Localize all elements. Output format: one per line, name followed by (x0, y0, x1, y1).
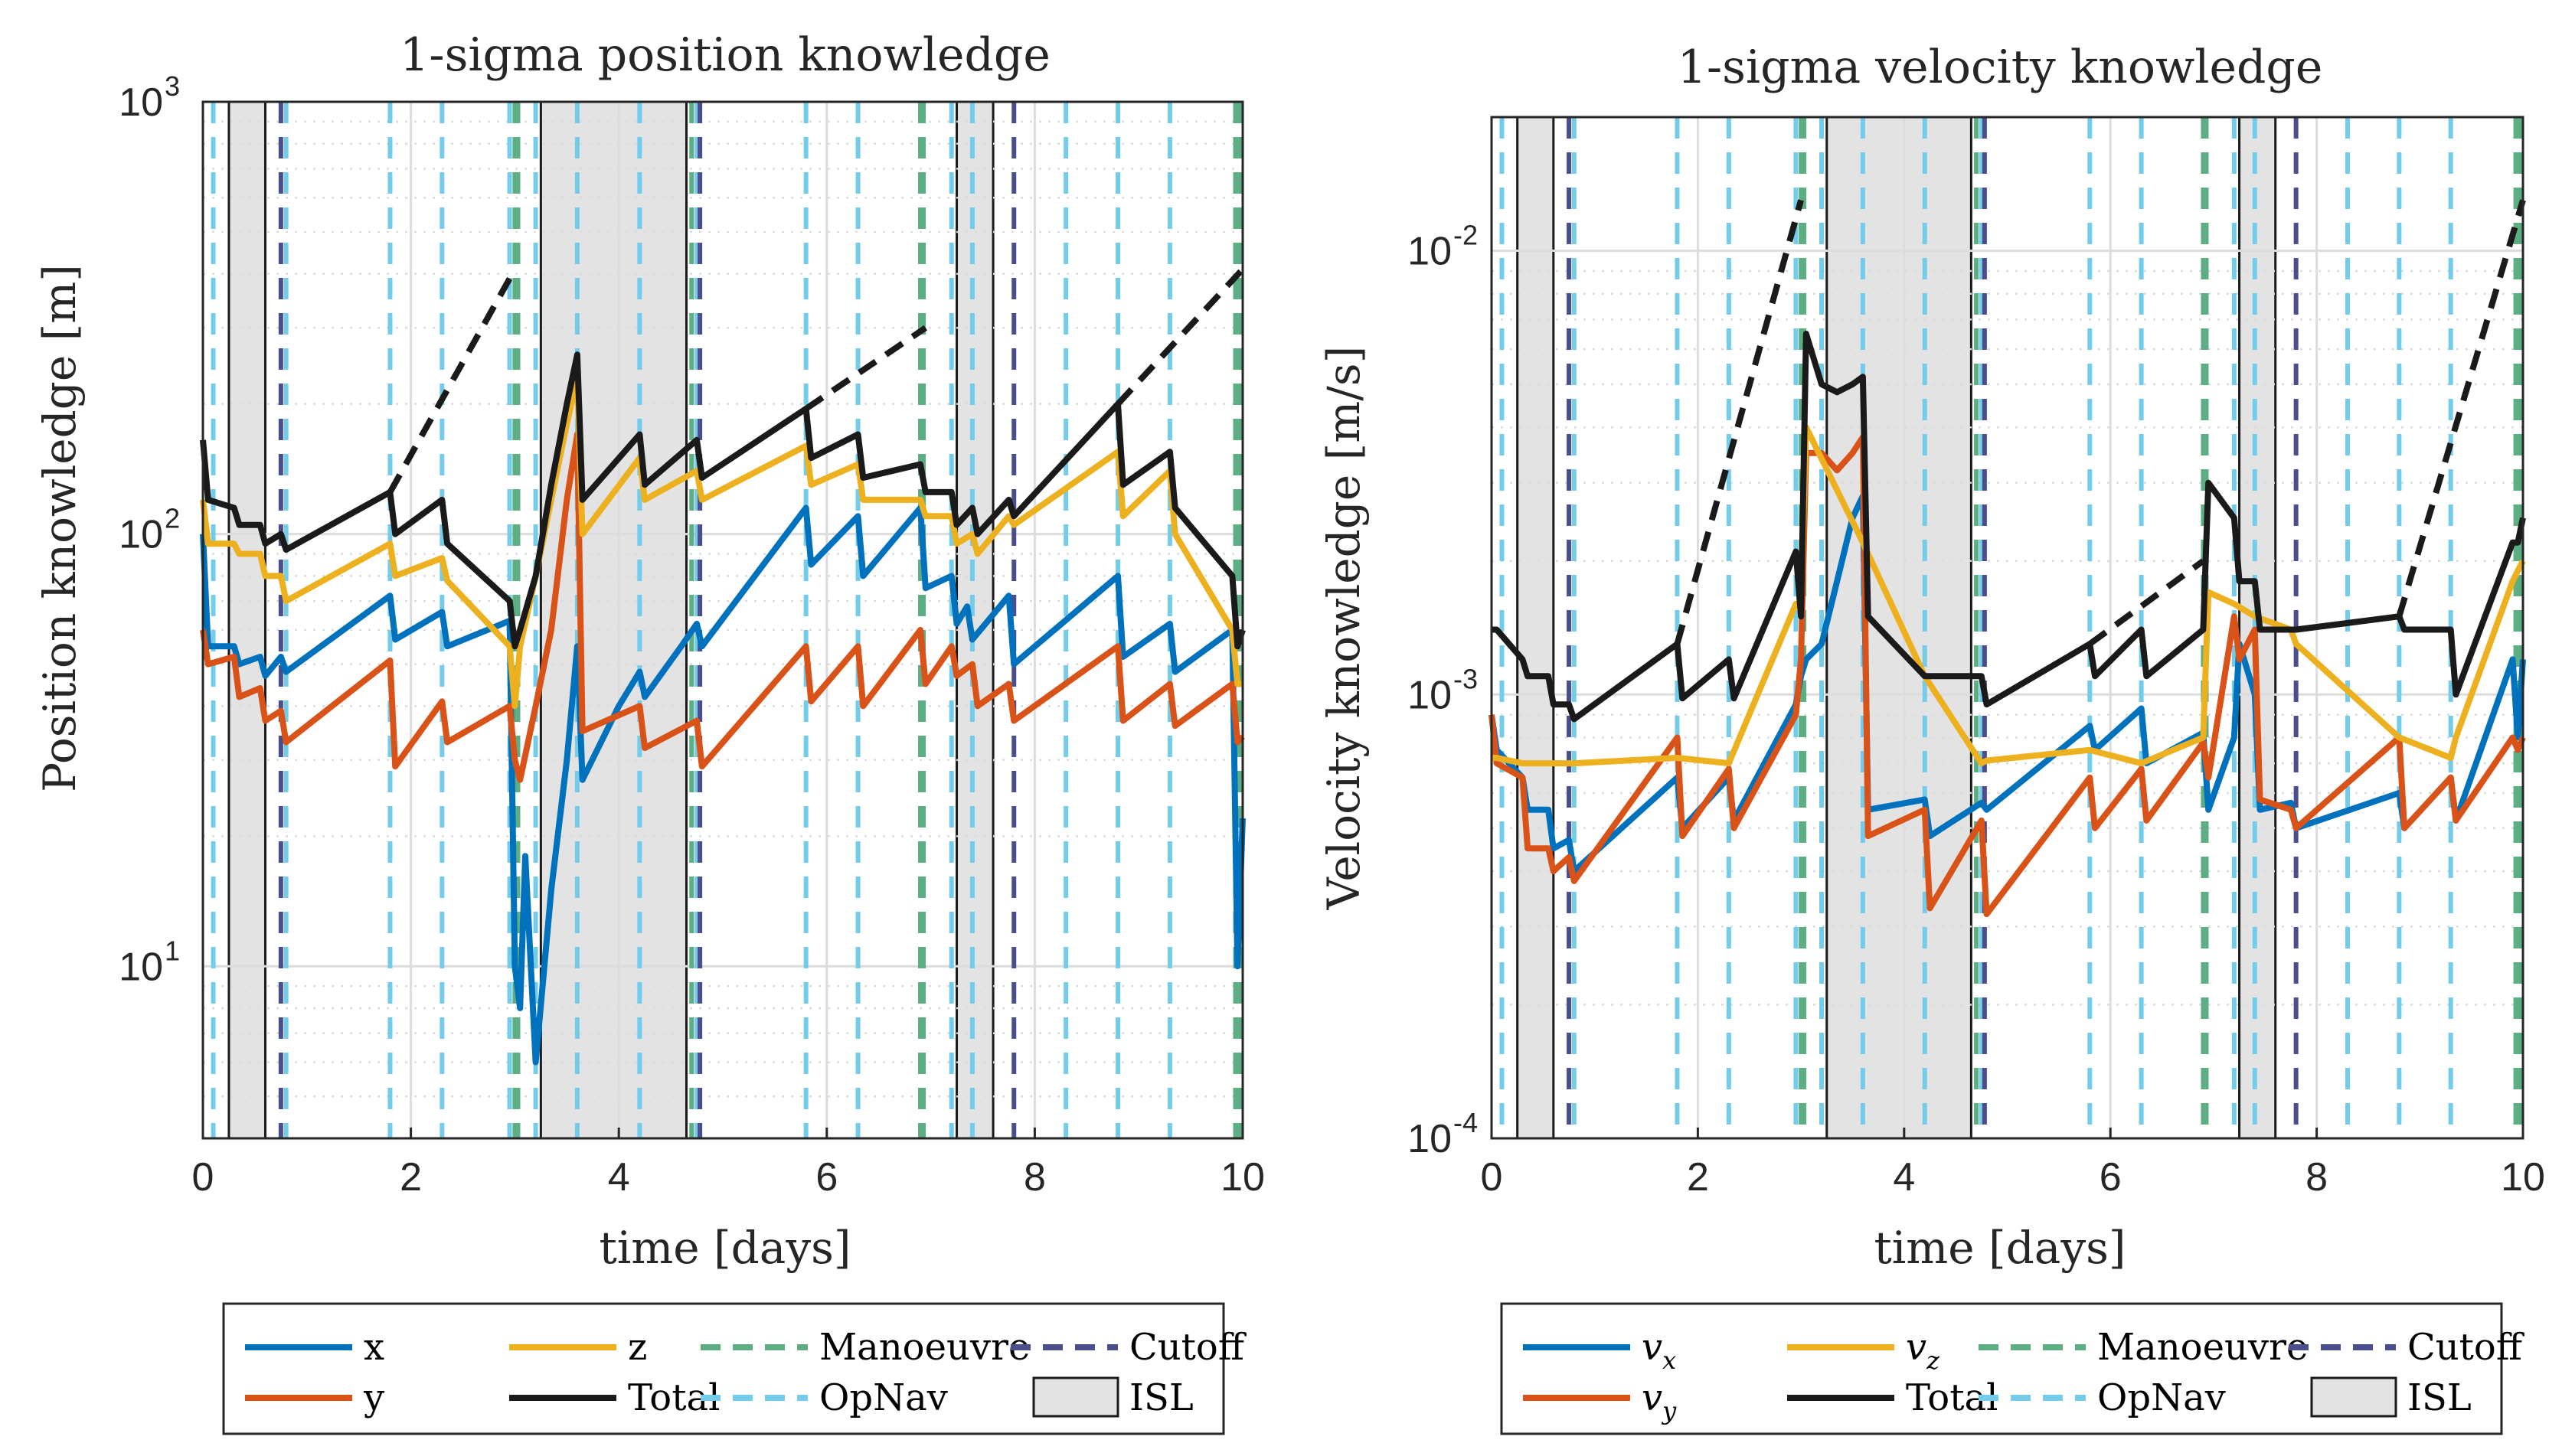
legend-label-subscript: x (1662, 1346, 1676, 1375)
legend-label-manoeuvre: Manoeuvre (819, 1326, 1030, 1369)
legend-label-opnav: OpNav (819, 1376, 948, 1419)
series-line-vy (1489, 434, 2526, 918)
x-tick-label: 6 (815, 1155, 838, 1200)
x-tick-label: 6 (2100, 1155, 2122, 1200)
prediction-dashed-line (1674, 199, 1804, 645)
y-tick-label: 10 (119, 513, 163, 557)
legend-label-isl: ISL (1129, 1376, 1194, 1419)
legend-label-cutoff: Cutoff (2407, 1326, 2524, 1369)
velocity-chart-title: 1-sigma velocity knowledge (1678, 41, 2323, 94)
series-line-z (200, 374, 1243, 710)
y-tick-label: 10 (1407, 673, 1452, 717)
series-line-vz (1492, 424, 2526, 767)
legend-label-vz: vz (1906, 1326, 1940, 1375)
position-x-axis-label: time [days] (599, 1222, 851, 1274)
x-tick-label: 8 (1024, 1155, 1046, 1200)
legend-label-y: y (363, 1376, 384, 1419)
position-chart: 1-sigma position knowledge Position know… (34, 28, 1265, 1274)
x-tick-label: 10 (2501, 1155, 2545, 1200)
position-chart-title: 1-sigma position knowledge (400, 28, 1051, 82)
legend-label-manoeuvre: Manoeuvre (2097, 1326, 2308, 1369)
x-tick-label: 2 (1687, 1155, 1709, 1200)
legend-label-isl: ISL (2407, 1376, 2472, 1419)
x-tick-label: 4 (608, 1155, 630, 1200)
legend-label-x: x (364, 1326, 384, 1369)
y-tick-label: 10 (1407, 1117, 1452, 1161)
series-line-y (200, 431, 1245, 783)
prediction-dashed-line (387, 276, 513, 494)
legend-label-z: z (628, 1326, 647, 1369)
velocity-chart: 1-sigma velocity knowledge Velocity know… (1318, 41, 2545, 1274)
x-tick-label: 0 (192, 1155, 214, 1200)
x-tick-label: 10 (1221, 1155, 1265, 1200)
y-tick-exponent: 1 (165, 935, 180, 966)
x-tick-label: 0 (1481, 1155, 1503, 1200)
legend-label-subscript: z (1926, 1346, 1940, 1375)
series-line-total (200, 351, 1246, 650)
isl-interval (227, 100, 266, 1140)
legend-label-subscript: y (1661, 1396, 1677, 1425)
velocity-y-axis-label: Velocity knowledge [m/s] (1318, 346, 1370, 910)
isl-interval (539, 100, 688, 1140)
x-tick-label: 2 (400, 1155, 422, 1200)
series-line-vtotal (1492, 331, 2526, 723)
legend-label-opnav: OpNav (2097, 1376, 2226, 1419)
y-tick-label: 10 (119, 945, 163, 989)
axes-frame (1490, 116, 2524, 1140)
prediction-dashed-line (804, 325, 928, 412)
legend-swatch-isl (2310, 1376, 2397, 1418)
series-line-x (200, 504, 1246, 1066)
prediction-dashed-line (2087, 558, 2205, 647)
x-tick-label: 8 (2305, 1155, 2328, 1200)
y-tick-exponent: -2 (1453, 220, 1478, 251)
plot-background (1492, 117, 2523, 1138)
y-tick-label: 10 (1407, 230, 1452, 274)
y-tick-label: 10 (119, 80, 163, 125)
y-tick-exponent: 3 (165, 70, 180, 102)
position-y-axis-label: Position knowledge [m] (34, 264, 86, 792)
legend-label-vx: vx (1642, 1326, 1676, 1375)
legend-label-cutoff: Cutoff (1129, 1326, 1247, 1369)
legend-swatch-isl (1032, 1376, 1119, 1418)
prediction-dashed-line (2396, 199, 2526, 618)
axes-frame (201, 100, 1244, 1140)
y-tick-exponent: -3 (1453, 663, 1478, 694)
y-tick-exponent: 2 (165, 503, 180, 534)
x-tick-label: 4 (1893, 1155, 1915, 1200)
y-tick-exponent: -4 (1453, 1107, 1478, 1138)
velocity-x-axis-label: time [days] (1874, 1222, 2126, 1274)
